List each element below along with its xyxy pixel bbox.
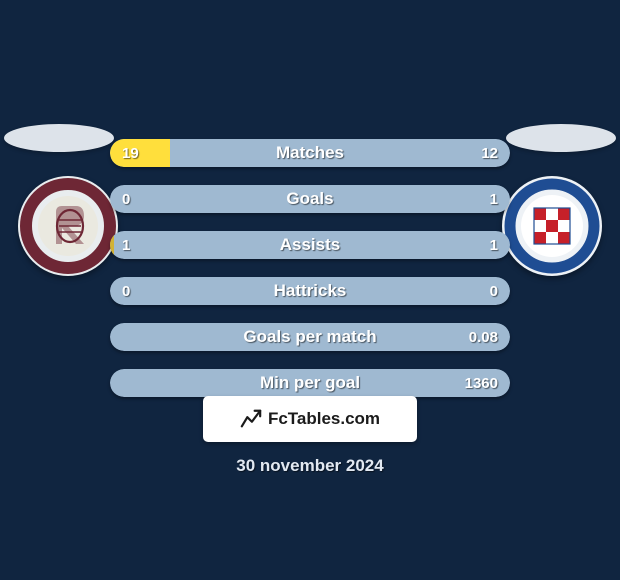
stat-label: Matches	[110, 139, 510, 167]
stat-row: Assists1 1	[110, 231, 510, 259]
footer-date: 30 november 2024	[0, 456, 620, 476]
comparison-card: BeganoviÄ‡ vs IvanÄiÄ‡ Club competitions…	[0, 0, 620, 580]
stat-right-value: 12	[481, 139, 498, 167]
stat-label: Goals per match	[110, 323, 510, 351]
stat-row: Goals per match0.08	[110, 323, 510, 351]
stat-row: Matches19 12	[110, 139, 510, 167]
stats-bars: Matches1912Goals01Assists11Hattricks00Go…	[110, 139, 510, 397]
stat-label: Goals	[110, 185, 510, 213]
stat-label: Min per goal	[110, 369, 510, 397]
chart-icon	[240, 408, 262, 430]
stat-left-value: 1	[122, 231, 130, 259]
stat-right-value: 0.08	[469, 323, 498, 351]
stat-right-value: 0	[490, 277, 498, 305]
stat-left-value: 0	[122, 185, 130, 213]
stat-label: Hattricks	[110, 277, 510, 305]
stat-left-value: 0	[122, 277, 130, 305]
stat-right-value: 1360	[465, 369, 498, 397]
stat-right-value: 1	[490, 185, 498, 213]
stat-row: Min per goal1360	[110, 369, 510, 397]
stat-row: Hattricks0 0	[110, 277, 510, 305]
stat-right-value: 1	[490, 231, 498, 259]
stat-row: Goals0 1	[110, 185, 510, 213]
stat-left-value: 19	[122, 139, 139, 167]
stat-label: Assists	[110, 231, 510, 259]
footer-brand-box: FcTables.com	[203, 396, 417, 442]
footer-brand-text: FcTables.com	[268, 409, 380, 429]
